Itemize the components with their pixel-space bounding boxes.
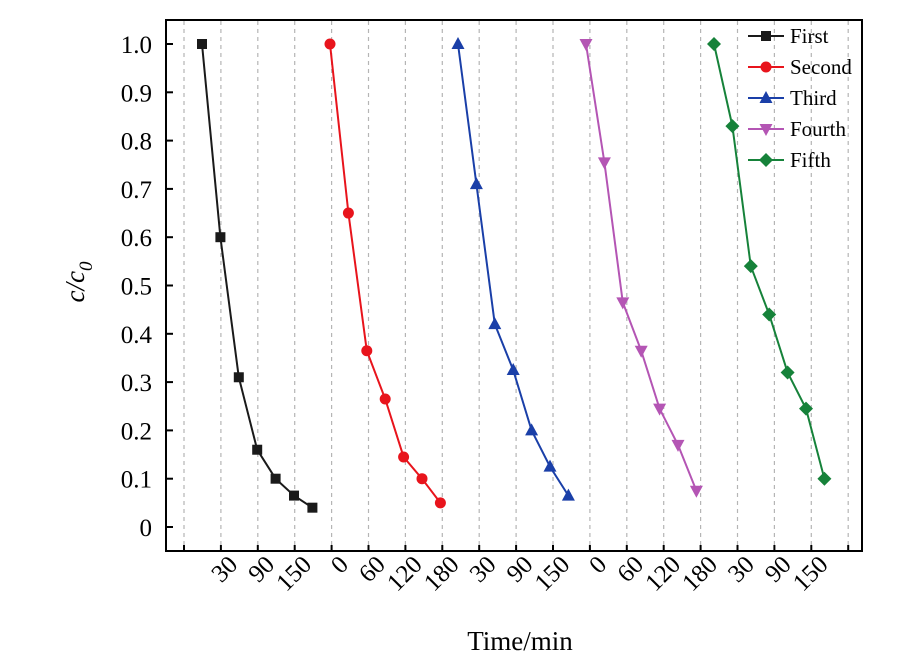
x-tick-label: 0 [326,551,354,579]
x-tick-label: 180 [419,551,465,597]
data-point [342,207,354,219]
data-point [451,37,465,49]
grid-lines [183,21,849,550]
series-line [585,43,698,492]
data-point [671,439,685,452]
y-axis-title-group: c/c0 [60,261,97,302]
legend-marker [760,61,772,73]
data-point [270,473,281,484]
data-point [743,259,758,274]
data-point [543,459,557,472]
x-tick-label: 120 [382,551,428,597]
data-point [324,38,336,50]
data-point [307,502,318,513]
y-tick-label: 0.3 [121,370,152,397]
x-tick-label: 90 [502,551,539,588]
series-third [451,37,575,501]
data-point [469,177,483,190]
data-point [561,488,575,501]
data-point [634,345,648,358]
y-tick-label: 0.1 [121,467,152,494]
series-fourth [579,39,703,498]
data-point [416,473,428,485]
x-tick-label: 30 [723,551,760,588]
data-point [398,451,410,463]
y-tick-label: 0 [140,515,153,542]
legend-label: Third [790,86,837,110]
y-tick-label: 0.4 [121,322,153,349]
x-tick-label: 150 [788,551,834,597]
y-tick-label: 0.5 [121,274,152,301]
data-point [525,423,539,436]
y-tick-label: 0.8 [121,129,152,156]
x-tick-label: 30 [206,551,243,588]
y-tick-label: 0.2 [121,418,152,445]
y-axis-title-main: c/c [60,271,90,302]
x-tick-label: 90 [760,551,797,588]
data-point [725,119,740,134]
legend-marker [759,124,773,136]
data-point [488,317,502,330]
data-point [252,444,263,455]
legend-marker [761,31,771,41]
legend-marker [759,91,773,103]
y-axis-title: c/c0 [60,261,97,302]
y-tick-labels: 0 0.1 0.2 0.3 0.4 0.5 0.6 0.7 0.8 0.9 1.0 [121,32,153,542]
y-tick-label: 0.7 [121,177,152,204]
x-tick-label: 180 [677,551,723,597]
data-point [597,157,611,170]
x-tick-label: 30 [465,551,502,588]
data-point [579,39,593,51]
series-fifth [707,37,832,486]
series-first [197,39,318,513]
data-point [616,297,630,310]
x-tick-label: 150 [271,551,317,597]
x-tick-label: 0 [584,551,612,579]
x-axis-title: Time/min [467,626,573,656]
legend: First Second Third Fourth Fifth [748,24,852,172]
legend-label: Fourth [790,117,847,141]
data-point [361,345,373,357]
series-line [329,43,442,504]
data-point [506,363,520,376]
y-tick-label: 1.0 [121,32,152,59]
legend-label: First [790,24,829,48]
x-tick-label: 60 [354,551,391,588]
data-point [215,232,226,243]
y-tick-label: 0.6 [121,225,152,252]
data-point [653,403,667,416]
legend-label: Second [790,55,852,79]
data-point [379,393,391,405]
axis-ticks [166,43,850,551]
x-tick-label: 90 [243,551,280,588]
data-point [762,307,777,322]
series-group [197,37,832,513]
legend-marker [759,153,773,167]
data-point [233,372,244,383]
y-tick-label: 0.9 [121,80,152,107]
x-tick-label: 120 [640,551,686,597]
data-point [289,490,299,501]
data-point [197,39,207,49]
series-line [457,43,570,497]
data-point [799,401,813,416]
data-point [707,37,721,51]
legend-label: Fifth [790,148,831,172]
data-point [817,471,832,486]
y-axis-title-sub: 0 [76,261,97,271]
data-point [434,497,446,509]
x-tick-label: 60 [612,551,649,588]
data-point [780,365,795,380]
series-second [324,38,446,509]
x-tick-label: 150 [530,551,576,597]
data-point [689,485,703,498]
